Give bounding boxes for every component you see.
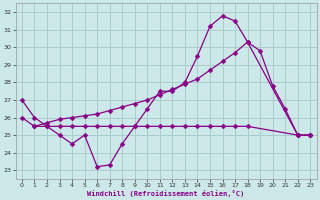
X-axis label: Windchill (Refroidissement éolien,°C): Windchill (Refroidissement éolien,°C): [87, 190, 245, 197]
